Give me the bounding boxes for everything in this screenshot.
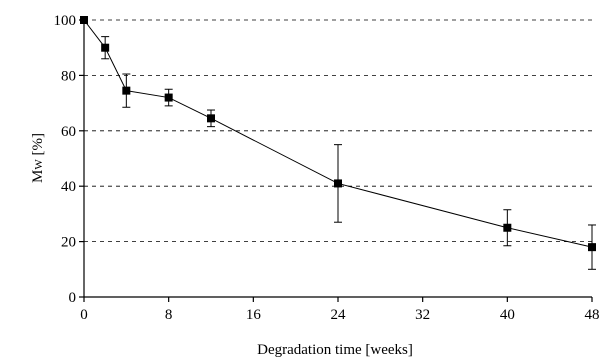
series (80, 16, 596, 270)
x-tick-label-48: 48 (585, 307, 600, 323)
y-tick-label-40: 40 (61, 179, 76, 195)
data-point-0-6 (503, 223, 512, 232)
ticks: 0 20 40 60 80 100 0 8 16 24 32 40 48 (54, 13, 600, 323)
x-axis-label: Degradation time [weeks] (257, 342, 413, 358)
y-axis-label: MW [%] (30, 133, 46, 183)
x-tick-label-16: 16 (246, 307, 262, 323)
data-point-0-5 (334, 179, 342, 188)
x-tick-label-0: 0 (80, 307, 88, 323)
data-point-0-0 (80, 16, 88, 24)
y-tick-label-60: 60 (61, 124, 76, 140)
data-point-0-2 (122, 86, 131, 95)
series-line-0 (83, 19, 593, 248)
y-axis-label-main: M (30, 170, 46, 183)
data-point-0-3 (164, 93, 173, 102)
x-tick-label-40: 40 (500, 307, 515, 323)
data-point-0-7 (588, 243, 596, 252)
y-tick-label-100: 100 (54, 13, 77, 29)
x-tick-label-8: 8 (165, 307, 173, 323)
y-axis-label-sub: W (33, 159, 45, 170)
y-axis-label-unit: [%] (30, 133, 46, 159)
x-tick-label-24: 24 (331, 307, 347, 323)
y-tick-label-0: 0 (69, 290, 77, 306)
y-tick-label-80: 80 (61, 68, 76, 84)
data-point-0-1 (101, 43, 110, 52)
data-point-0-4 (207, 114, 215, 123)
x-tick-label-32: 32 (415, 307, 430, 323)
y-tick-label-20: 20 (61, 235, 76, 251)
